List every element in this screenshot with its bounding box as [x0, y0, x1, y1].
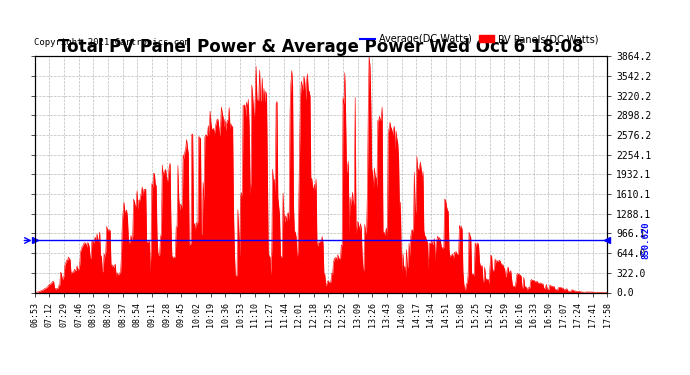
Title: Total PV Panel Power & Average Power Wed Oct 6 18:08: Total PV Panel Power & Average Power Wed…	[58, 38, 584, 56]
Text: Copyright 2021 Cartronics.com: Copyright 2021 Cartronics.com	[34, 38, 190, 47]
Text: 850.620: 850.620	[642, 222, 651, 259]
Legend: Average(DC Watts), PV Panels(DC Watts): Average(DC Watts), PV Panels(DC Watts)	[357, 30, 602, 48]
